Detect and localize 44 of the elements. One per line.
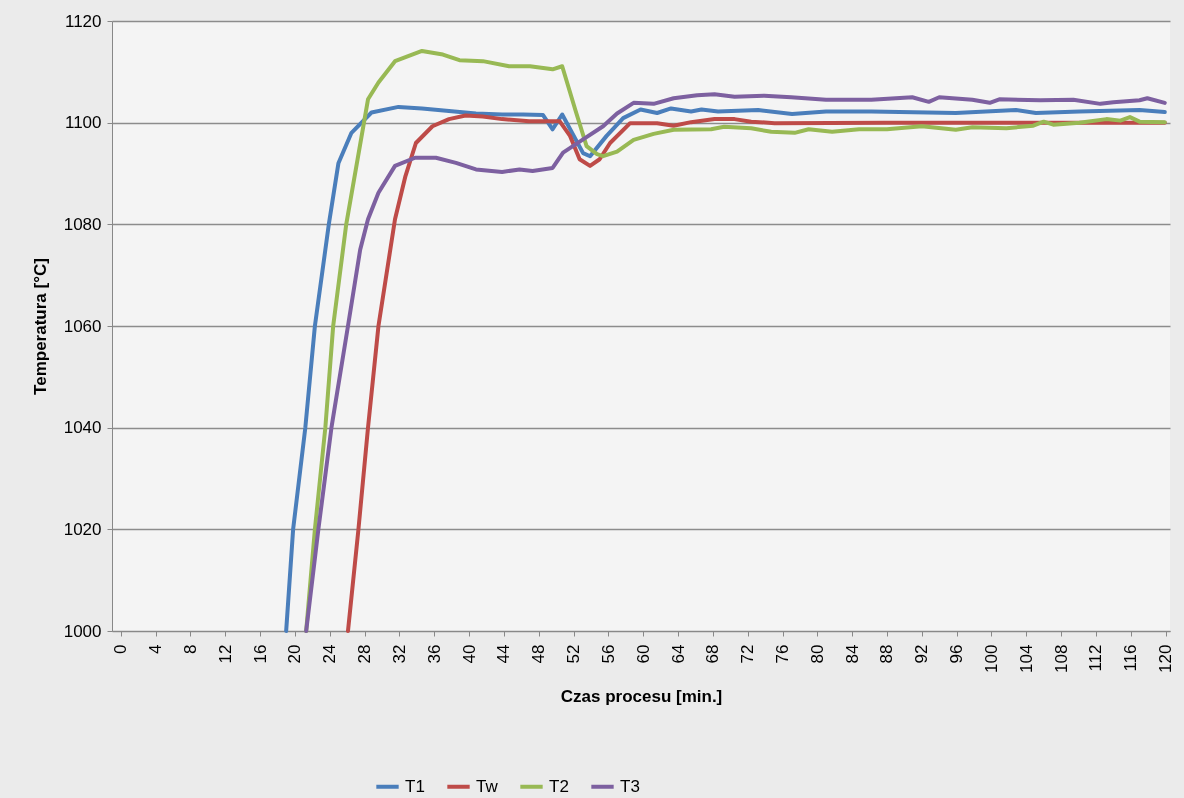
x-tick-label: 44 xyxy=(494,644,514,664)
y-tick-label: 1020 xyxy=(63,519,102,539)
x-tick-label: 8 xyxy=(180,644,200,654)
legend-label: T2 xyxy=(549,776,569,796)
x-tick-label: 68 xyxy=(703,644,723,664)
x-tick-label: 100 xyxy=(981,644,1001,673)
legend-label: T1 xyxy=(405,776,425,796)
x-tick-label: 108 xyxy=(1051,644,1071,673)
x-tick-label: 76 xyxy=(773,644,792,664)
x-tick-label: 48 xyxy=(529,644,549,664)
x-axis-title: Czas procesu [min.] xyxy=(560,686,723,706)
x-tick-label: 32 xyxy=(389,644,409,664)
x-tick-label: 72 xyxy=(738,644,758,664)
legend-label: T3 xyxy=(620,776,640,796)
x-tick-label: 0 xyxy=(111,644,131,654)
x-tick-label: 64 xyxy=(668,644,688,664)
x-tick-label: 52 xyxy=(564,644,584,664)
x-tick-label: 96 xyxy=(947,644,967,664)
x-tick-label: 120 xyxy=(1156,644,1176,673)
x-tick-label: 36 xyxy=(424,644,444,664)
x-tick-label: 84 xyxy=(842,644,862,664)
x-tick-label: 112 xyxy=(1086,644,1106,672)
x-tick-label: 80 xyxy=(807,644,827,664)
y-tick-label: 1040 xyxy=(63,418,102,438)
y-tick-label: 1120 xyxy=(64,11,102,31)
y-axis-title: Temperatura [°C] xyxy=(30,258,50,395)
x-tick-label: 16 xyxy=(250,644,270,664)
x-tick-label: 60 xyxy=(633,644,653,664)
x-tick-label: 24 xyxy=(320,644,340,664)
legend-label: Tw xyxy=(476,776,499,796)
x-tick-label: 28 xyxy=(355,644,375,664)
y-tick-label: 1080 xyxy=(63,214,102,234)
x-tick-label: 40 xyxy=(459,644,479,664)
x-tick-label: 12 xyxy=(215,644,235,664)
x-tick-label: 92 xyxy=(912,644,932,664)
y-tick-label: 1100 xyxy=(64,113,102,133)
x-tick-label: 104 xyxy=(1016,644,1036,673)
x-tick-label: 20 xyxy=(285,644,305,664)
x-tick-label: 4 xyxy=(146,644,166,654)
x-tick-label: 116 xyxy=(1121,644,1141,672)
x-tick-label: 88 xyxy=(877,644,897,664)
y-tick-label: 1060 xyxy=(63,316,102,336)
y-tick-label: 1000 xyxy=(63,621,102,641)
x-tick-label: 56 xyxy=(598,644,618,664)
